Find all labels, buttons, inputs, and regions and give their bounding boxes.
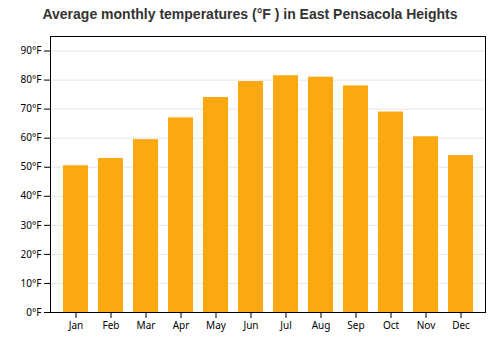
svg-text:40°F: 40°F xyxy=(21,188,42,202)
svg-text:Sep: Sep xyxy=(347,318,364,332)
svg-text:Jul: Jul xyxy=(279,318,292,332)
svg-text:0°F: 0°F xyxy=(26,305,41,319)
svg-text:Jun: Jun xyxy=(242,318,258,332)
svg-text:Feb: Feb xyxy=(103,318,120,332)
svg-text:20°F: 20°F xyxy=(21,247,42,261)
svg-text:Oct: Oct xyxy=(383,318,400,332)
svg-text:10°F: 10°F xyxy=(21,276,42,290)
svg-text:May: May xyxy=(206,318,227,332)
svg-text:30°F: 30°F xyxy=(21,218,42,232)
svg-text:80°F: 80°F xyxy=(21,72,42,86)
html-text:Average monthly temperatures (: Average monthly temperatures (°F ) in Ea… xyxy=(42,6,458,22)
svg-text:Apr: Apr xyxy=(173,318,190,332)
svg-text:50°F: 50°F xyxy=(21,159,42,173)
svg-text:Dec: Dec xyxy=(452,318,470,332)
svg-text:Jan: Jan xyxy=(68,318,84,332)
svg-text:Aug: Aug xyxy=(312,318,331,332)
svg-text:90°F: 90°F xyxy=(21,43,42,57)
svg-text:Nov: Nov xyxy=(417,318,436,332)
svg-text:Mar: Mar xyxy=(137,318,156,332)
svg-text:70°F: 70°F xyxy=(21,101,42,115)
svg-text:60°F: 60°F xyxy=(21,130,42,144)
